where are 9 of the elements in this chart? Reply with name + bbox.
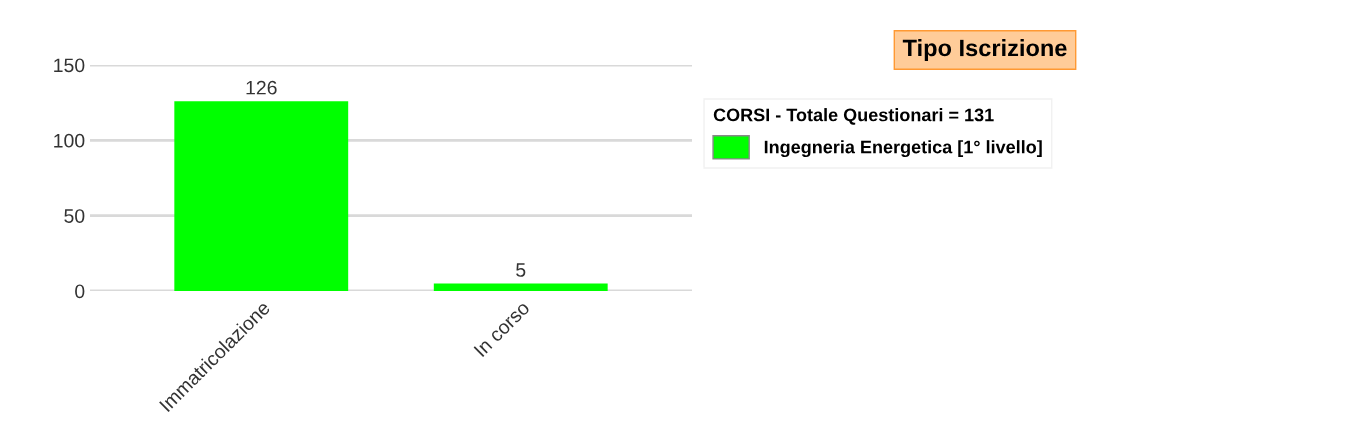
data-label: 5 xyxy=(516,263,526,277)
y-tick-label: 150 xyxy=(54,58,85,73)
text: Tipo Iscrizione xyxy=(902,39,1067,61)
legend-title: CORSI - Totale Questionari = 131 xyxy=(713,108,994,125)
legend-label: Ingegneria Energetica [1° livello] xyxy=(764,140,1042,158)
y-tick-label: 0 xyxy=(75,284,85,299)
y-tick-label: 50 xyxy=(64,209,85,223)
y-tick-label: 100 xyxy=(54,133,85,148)
data-label: 126 xyxy=(246,80,277,95)
